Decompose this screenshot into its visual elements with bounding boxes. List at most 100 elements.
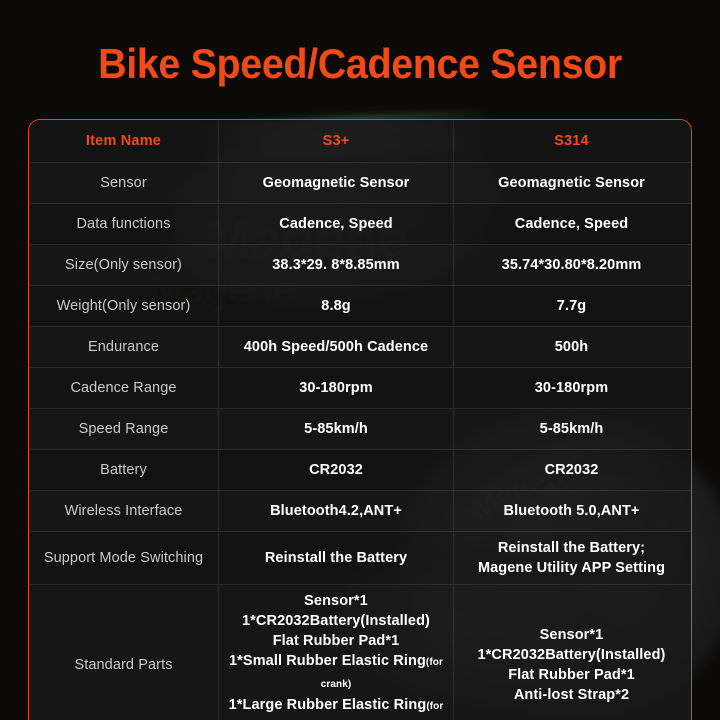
row-value-cell-s3: Bluetooth4.2,ANT+	[219, 491, 454, 531]
row-value: 500h	[554, 339, 589, 355]
table-row: Wireless Interface Bluetooth4.2,ANT+ Bluet…	[29, 491, 691, 532]
value-line: Magene Utility APP Setting	[477, 560, 666, 576]
row-label-cell: Size(Only sensor)	[29, 245, 219, 285]
row-value-cell-s3: Geomagnetic Sensor	[219, 163, 454, 203]
row-value: 8.8g	[321, 298, 351, 314]
table-row: Data functions Cadence, Speed Cadence, Spe…	[29, 204, 691, 245]
row-label: Weight(Only sensor)	[56, 298, 191, 314]
row-value: Reinstall the Battery	[265, 548, 407, 568]
row-value-cell-s314: Cadence, Speed	[454, 204, 689, 244]
row-value: Sensor*1 1*CR2032Battery(Installed) Flat R…	[227, 591, 445, 720]
row-value: Geomagnetic Sensor	[262, 175, 410, 191]
table-row: Speed Range 5-85km/h 5-85km/h	[29, 409, 691, 450]
row-label: Cadence Range	[70, 380, 177, 396]
row-value-cell-s314: Sensor*1 1*CR2032Battery(Installed) Flat R…	[454, 585, 689, 720]
row-value: 5-85km/h	[304, 421, 368, 437]
row-value-cell-s3: 400h Speed/500h Cadence	[219, 327, 454, 367]
row-value-cell-s314: 7.7g	[454, 286, 689, 326]
value-line: 1*Large Rubber Elastic Ring(for hub)	[227, 695, 445, 720]
row-value-cell-s314: 500h	[454, 327, 689, 367]
value-line: 1*Small Rubber Elastic Ring(for crank)	[229, 653, 443, 690]
row-value-cell-s314: 35.74*30.80*8.20mm	[454, 245, 689, 285]
value-line: Flat Rubber Pad*1	[272, 633, 400, 649]
value-line: Sensor*1	[539, 627, 604, 643]
header-cell-s3: S3+	[219, 120, 454, 162]
header-cell-s314: S314	[454, 120, 689, 162]
row-value-cell-s3: Sensor*1 1*CR2032Battery(Installed) Flat R…	[219, 585, 454, 720]
row-label-cell: Endurance	[29, 327, 219, 367]
row-label-cell: Weight(Only sensor)	[29, 286, 219, 326]
table-row: Endurance 400h Speed/500h Cadence 500h	[29, 327, 691, 368]
row-label-cell: Sensor	[29, 163, 219, 203]
row-value-cell-s3: 5-85km/h	[219, 409, 454, 449]
row-value: Bluetooth 5.0,ANT+	[503, 503, 640, 519]
row-label-cell: Standard Parts	[29, 585, 219, 720]
row-label: Speed Range	[78, 421, 169, 437]
row-value: Bluetooth4.2,ANT+	[270, 503, 402, 519]
row-value-cell-s3: 8.8g	[219, 286, 454, 326]
spec-comparison-table: Item Name S3+ S314 Sensor Geomagnetic Sen…	[28, 119, 692, 720]
table-row: Support Mode Switching Reinstall the Batt…	[29, 532, 691, 585]
table-row: Weight(Only sensor) 8.8g 7.7g	[29, 286, 691, 327]
table-row: Standard Parts Sensor*1 1*CR2032Battery(In…	[29, 585, 691, 720]
row-value-cell-s314: 30-180rpm	[454, 368, 689, 408]
table-row: Battery CR2032 CR2032	[29, 450, 691, 491]
row-label-cell: Wireless Interface	[29, 491, 219, 531]
page-title: Bike Speed/Cadence Sensor	[98, 40, 622, 87]
row-label: Endurance	[87, 339, 160, 355]
row-label: Sensor	[100, 175, 147, 191]
row-label: Battery	[100, 462, 147, 478]
row-label-cell: Data functions	[29, 204, 219, 244]
row-value: 30-180rpm	[299, 380, 373, 396]
row-label-cell: Battery	[29, 450, 219, 490]
row-value-cell-s3: 30-180rpm	[219, 368, 454, 408]
table-body: Sensor Geomagnetic Sensor Geomagnetic Sens…	[29, 163, 691, 720]
value-line: Reinstall the Battery	[264, 550, 408, 566]
row-value: Geomagnetic Sensor	[498, 175, 645, 191]
row-value: 35.74*30.80*8.20mm	[501, 257, 642, 273]
header-label: S314	[554, 133, 589, 149]
row-value-cell-s3: CR2032	[219, 450, 454, 490]
value-note: (for crank)	[320, 657, 443, 690]
row-value: CR2032	[544, 462, 599, 478]
row-label: Support Mode Switching	[43, 550, 204, 566]
row-value-cell-s314: Bluetooth 5.0,ANT+	[454, 491, 689, 531]
row-value: Sensor*1 1*CR2032Battery(Installed) Flat R…	[478, 625, 666, 705]
row-label-cell: Support Mode Switching	[29, 532, 219, 584]
row-label-cell: Cadence Range	[29, 368, 219, 408]
table-row: Sensor Geomagnetic Sensor Geomagnetic Sens…	[29, 163, 691, 204]
value-line: Anti-lost Strap*2	[513, 687, 630, 703]
header-cell-item-name: Item Name	[29, 120, 219, 162]
value-line: 1*CR2032Battery(Installed)	[477, 647, 666, 663]
row-label-cell: Speed Range	[29, 409, 219, 449]
table-row: Size(Only sensor) 38.3*29. 8*8.85mm 35.74*…	[29, 245, 691, 286]
header-label: S3+	[322, 133, 350, 149]
row-value: 30-180rpm	[534, 380, 609, 396]
row-value: 38.3*29. 8*8.85mm	[272, 257, 400, 273]
row-label: Standard Parts	[74, 657, 173, 673]
row-label: Wireless Interface	[64, 503, 183, 519]
row-value: Cadence, Speed	[514, 216, 629, 232]
table-row: Cadence Range 30-180rpm 30-180rpm	[29, 368, 691, 409]
row-value: CR2032	[309, 462, 363, 478]
row-value: 5-85km/h	[539, 421, 604, 437]
row-value-cell-s314: Reinstall the Battery; Magene Utility APP…	[454, 532, 689, 584]
row-label: Data functions	[76, 216, 171, 232]
value-note: (for hub)	[426, 701, 444, 712]
row-value: 7.7g	[556, 298, 587, 314]
header-label: Item Name	[85, 133, 162, 149]
row-value-cell-s3: Cadence, Speed	[219, 204, 454, 244]
row-value: Cadence, Speed	[279, 216, 393, 232]
row-value: Reinstall the Battery; Magene Utility APP…	[478, 538, 665, 578]
row-value-cell-s3: Reinstall the Battery	[219, 532, 454, 584]
row-value-cell-s314: Geomagnetic Sensor	[454, 163, 689, 203]
row-value-cell-s314: 5-85km/h	[454, 409, 689, 449]
value-line: 1*CR2032Battery(Installed)	[242, 613, 430, 629]
value-line: Reinstall the Battery;	[497, 540, 646, 556]
row-value: 400h Speed/500h Cadence	[243, 339, 429, 355]
value-line: Flat Rubber Pad*1	[508, 667, 635, 683]
row-value-cell-s3: 38.3*29. 8*8.85mm	[219, 245, 454, 285]
table-header-row: Item Name S3+ S314	[29, 120, 691, 163]
row-label: Size(Only sensor)	[65, 257, 182, 273]
